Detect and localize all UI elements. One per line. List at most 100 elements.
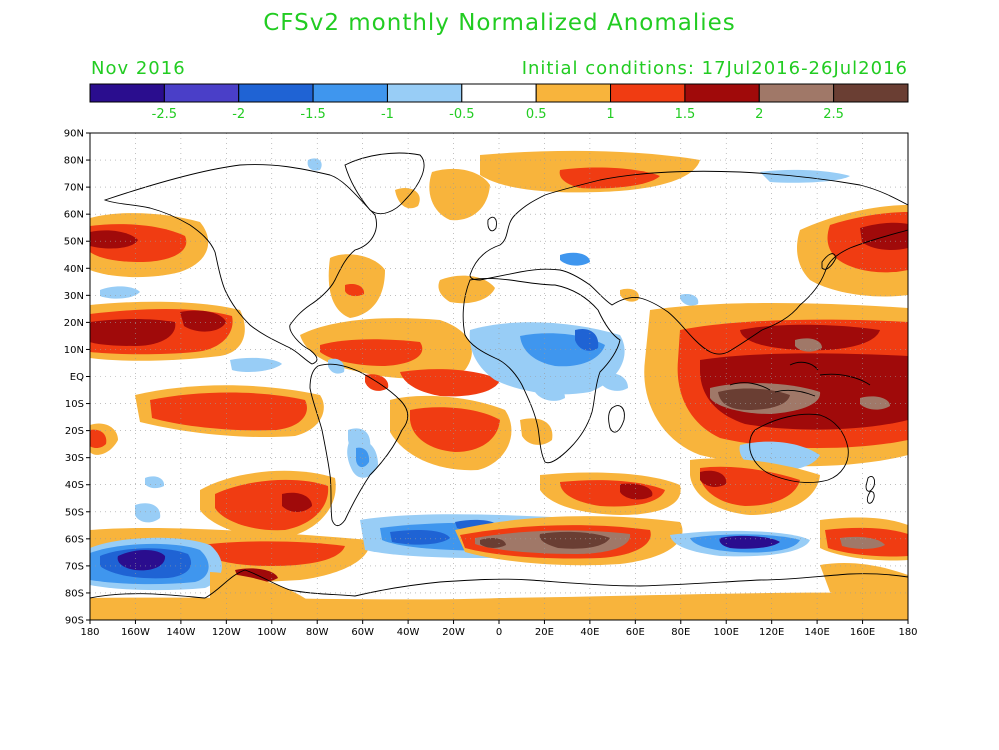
latitude-label: 90N: [64, 129, 84, 140]
latitude-label: 40N: [64, 264, 84, 275]
anomaly-shade: [700, 470, 727, 487]
latitude-label: 10S: [65, 399, 84, 410]
anomaly-shade: [356, 447, 370, 468]
anomaly-shade: [560, 252, 590, 266]
colorbar-swatch: [238, 83, 314, 103]
latitude-label: 50S: [65, 507, 84, 518]
colorbar-swatch: [684, 83, 760, 103]
anomaly-shade: [600, 373, 628, 391]
anomaly-shade: [719, 535, 780, 549]
colorbar-tick-label: 1.5: [675, 107, 696, 122]
anomaly-shade: [90, 230, 138, 249]
longitude-label: 60W: [351, 627, 374, 638]
colorbar-labels: -2.5 -2 -1.5 -1 -0.5 0.5 1 1.5 2 2.5: [152, 107, 844, 122]
anomaly-shade: [795, 338, 822, 352]
anomaly-shade: [200, 541, 345, 566]
colorbar-tick-label: -2.5: [152, 107, 177, 122]
anomaly-shade: [180, 310, 226, 332]
latitude-label: 50N: [64, 237, 84, 248]
anomaly-shade: [620, 483, 653, 500]
latitude-label: 60S: [65, 534, 84, 545]
anomaly-shade: [345, 284, 365, 297]
longitude-label: 140E: [804, 627, 829, 638]
anomaly-shade: [230, 357, 282, 372]
longitude-label: 20E: [535, 627, 554, 638]
south-america-coastline: [309, 363, 409, 527]
anomaly-field: [90, 150, 908, 620]
latitude-label: EQ: [70, 372, 84, 383]
latitude-label: 30N: [64, 291, 84, 302]
indonesia-coastline: [729, 361, 871, 397]
anomaly-shade: [410, 407, 500, 452]
anomaly-shade: [860, 396, 890, 410]
anomaly-shade: [535, 383, 565, 401]
anomaly-shade: [320, 339, 423, 366]
latitude-label: 20S: [65, 426, 84, 437]
longitude-label: 100E: [714, 627, 739, 638]
anomaly-shade: [135, 503, 161, 523]
graticule: [90, 133, 908, 620]
longitude-label: 80W: [306, 627, 329, 638]
anomaly-shade: [282, 492, 312, 512]
colorbar: [89, 83, 909, 103]
longitude-label: 0: [496, 627, 502, 638]
anomaly-shade: [145, 476, 165, 489]
coastlines: [90, 152, 908, 599]
forecast-month-label: Nov 2016: [91, 58, 186, 79]
australia-coastline: [749, 413, 849, 483]
longitude-label: 60E: [626, 627, 645, 638]
uk-coastline: [487, 216, 497, 232]
eurasia-coastline: [469, 170, 908, 355]
map-title: CFSv2 monthly Normalized Anomalies: [263, 10, 736, 36]
latitude-label: 70N: [64, 183, 84, 194]
colorbar-swatch: [163, 83, 240, 103]
latitude-label: 90S: [65, 616, 84, 627]
colorbar-tick-label: -1: [381, 107, 394, 122]
colorbar-swatch: [610, 83, 686, 103]
longitude-label: 180: [80, 627, 99, 638]
anomaly-shade: [680, 294, 699, 306]
latitude-label: 30S: [65, 453, 84, 464]
colorbar-swatch: [312, 83, 388, 103]
anomaly-shade: [215, 479, 329, 531]
madagascar-coastline: [608, 405, 625, 433]
latitude-label: 10N: [64, 345, 84, 356]
anomaly-shade: [429, 168, 490, 221]
anomaly-shade: [840, 536, 885, 549]
colorbar-swatch: [758, 83, 835, 103]
anomaly-shade: [400, 369, 500, 397]
anomaly-shade: [718, 388, 790, 410]
initial-conditions-label: Initial conditions: 17Jul2016-26Jul2016: [521, 58, 908, 79]
anomaly-shade: [480, 537, 506, 548]
anomaly-shade: [539, 531, 610, 549]
anomaly-shade: [90, 319, 176, 346]
anomaly-shade: [90, 429, 107, 448]
latitude-label: 80N: [64, 156, 84, 167]
latitude-label: 80S: [65, 588, 84, 599]
north-america-coastline: [103, 164, 377, 365]
anomaly-shade: [150, 392, 307, 431]
anomaly-shade: [740, 324, 880, 351]
map-panel: 90N 80N 70N 60N 50N 40N 30N 20N 10N EQ 10S 20S 30S 40…: [64, 129, 918, 639]
colorbar-tick-label: -0.5: [449, 107, 474, 122]
colorbar-swatch: [833, 83, 909, 103]
colorbar-tick-label: 1: [606, 107, 614, 122]
anomaly-shade: [210, 572, 320, 612]
colorbar-swatch: [461, 83, 537, 103]
colorbar-tick-label: 2: [755, 107, 763, 122]
antarctica-coastline: [90, 569, 908, 599]
longitude-label: 120W: [212, 627, 241, 638]
anomaly-shade: [575, 328, 599, 351]
colorbar-tick-label: -2: [232, 107, 245, 122]
colorbar-tick-label: 2.5: [823, 107, 844, 122]
colorbar-swatch: [535, 83, 612, 103]
longitude-label: 20W: [442, 627, 465, 638]
latitude-label: 60N: [64, 210, 84, 221]
longitude-label: 160W: [121, 627, 150, 638]
latitude-label: 40S: [65, 480, 84, 491]
latitude-label: 20N: [64, 318, 84, 329]
longitude-label: 180: [898, 627, 917, 638]
longitude-label: 140W: [166, 627, 195, 638]
new-zealand-coastline: [865, 475, 875, 504]
longitude-label: 40E: [580, 627, 599, 638]
